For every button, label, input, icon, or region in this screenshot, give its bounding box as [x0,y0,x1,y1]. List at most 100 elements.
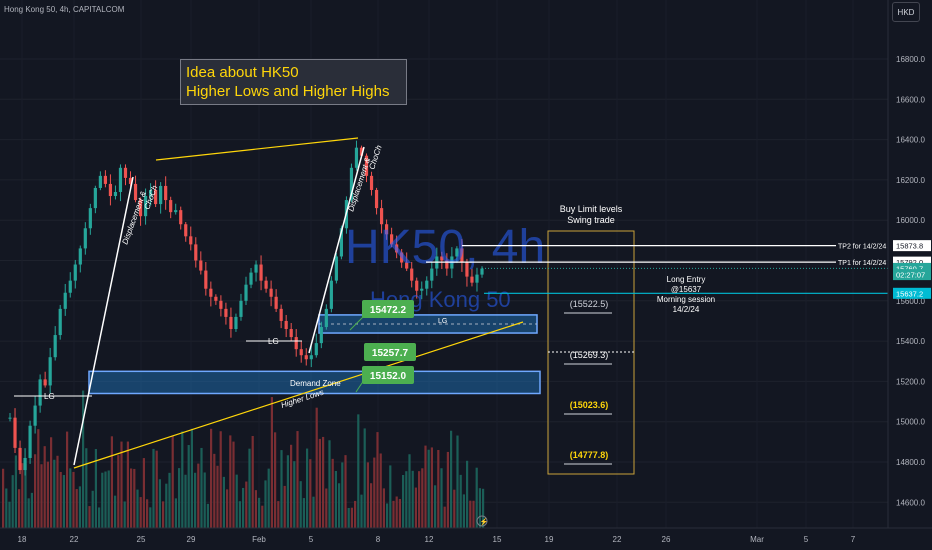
candle-body [133,183,138,201]
volume-bar [261,505,264,528]
volume-bar [283,485,286,528]
candle-body [53,335,57,358]
candle-body [103,175,108,184]
x-tick-label: 22 [70,535,79,544]
long-entry-note: Long Entry [667,275,706,284]
volume-bar [437,450,440,528]
candle-body [48,357,52,386]
volume-bar [392,500,395,528]
volume-bar [114,495,117,528]
candle-body [13,417,17,448]
volume-bar [88,506,91,528]
long-entry-note: 14/2/24 [673,305,700,314]
volume-bar [222,476,225,528]
candle-body [410,268,414,281]
volume-bar [146,499,149,528]
y-tick-label: 15000.0 [896,418,925,427]
volume-bar [27,498,30,528]
candle-body [18,447,22,471]
currency-button[interactable]: HKD [892,2,920,22]
volume-bar [162,501,165,528]
candle-body [174,210,178,213]
volume-bar [318,438,321,528]
candle-body [470,276,474,283]
candle-body [289,329,293,338]
volume-bar [424,445,427,528]
long-entry-note: Morning session [657,295,715,304]
candle-body [379,208,384,225]
volume-bar [258,497,261,528]
volume-bar [341,462,344,528]
candle-body [299,349,303,356]
candle-body [244,284,248,301]
volume-bar [277,501,280,528]
candle-body [430,268,434,281]
lightning-icon[interactable] [476,515,488,527]
volume-bar [56,455,59,528]
candle-body [369,175,374,190]
volume-bar [43,446,46,528]
volume-bar [30,492,33,528]
candle-body [123,167,128,178]
volume-bar [168,472,171,528]
x-tick-label: 29 [187,535,196,544]
key-level-pointer [355,379,365,393]
candle-body [400,252,404,263]
x-tick-label: 7 [851,535,856,544]
x-tick-label: 19 [545,535,554,544]
volume-bar [469,500,472,528]
candle-body [304,355,308,360]
volume-bar [232,441,235,528]
volume-bar [165,483,168,528]
volume-bar [472,500,475,528]
volume-bar [104,471,107,528]
candle-body [199,260,203,271]
volume-bar [440,468,443,528]
buy-limit-level: (15023.6) [570,400,609,410]
higher-lows-line [73,321,524,469]
volume-bar [216,465,219,528]
volume-bars [2,390,485,528]
candle-body [425,280,429,289]
volume-bar [139,497,142,528]
volume-bar [366,462,369,528]
y-tick-label: 15400.0 [896,337,925,346]
candle-body [329,280,333,309]
volume-bar [328,440,331,528]
volume-bar [66,431,69,528]
candle-body [349,167,354,201]
volume-bar [123,501,126,528]
candle-body [274,296,278,309]
volume-bar [78,486,81,528]
idea-line-1: Idea about HK50 [186,64,299,81]
volume-bar [117,455,120,528]
volume-bar [408,454,411,528]
volume-bar [126,441,129,528]
key-level-badge [362,300,414,318]
volume-bar [338,483,341,528]
volume-bar [248,448,251,528]
volume-bar [478,488,481,528]
x-tick-label: 5 [309,535,314,544]
volume-bar [91,490,94,528]
candle-body [68,280,72,293]
volume-bar [450,430,453,528]
volume-bar [50,437,53,528]
watermark-symbol: HK50, 4h [345,221,545,274]
long-entry-note: @15637 [671,285,702,294]
volume-bar [398,498,401,528]
volume-bar [411,470,414,528]
volume-bar [75,489,78,528]
candle-body [269,288,273,297]
candle-body [63,292,67,309]
candle-body [309,355,313,360]
candle-body [334,256,338,281]
volume-bar [344,455,347,528]
y-tick-label: 16200.0 [896,176,925,185]
candle-body [354,147,359,168]
volume-bar [2,468,5,528]
candle-body [374,189,379,209]
volume-bar [206,503,209,528]
volume-bar [334,470,337,528]
